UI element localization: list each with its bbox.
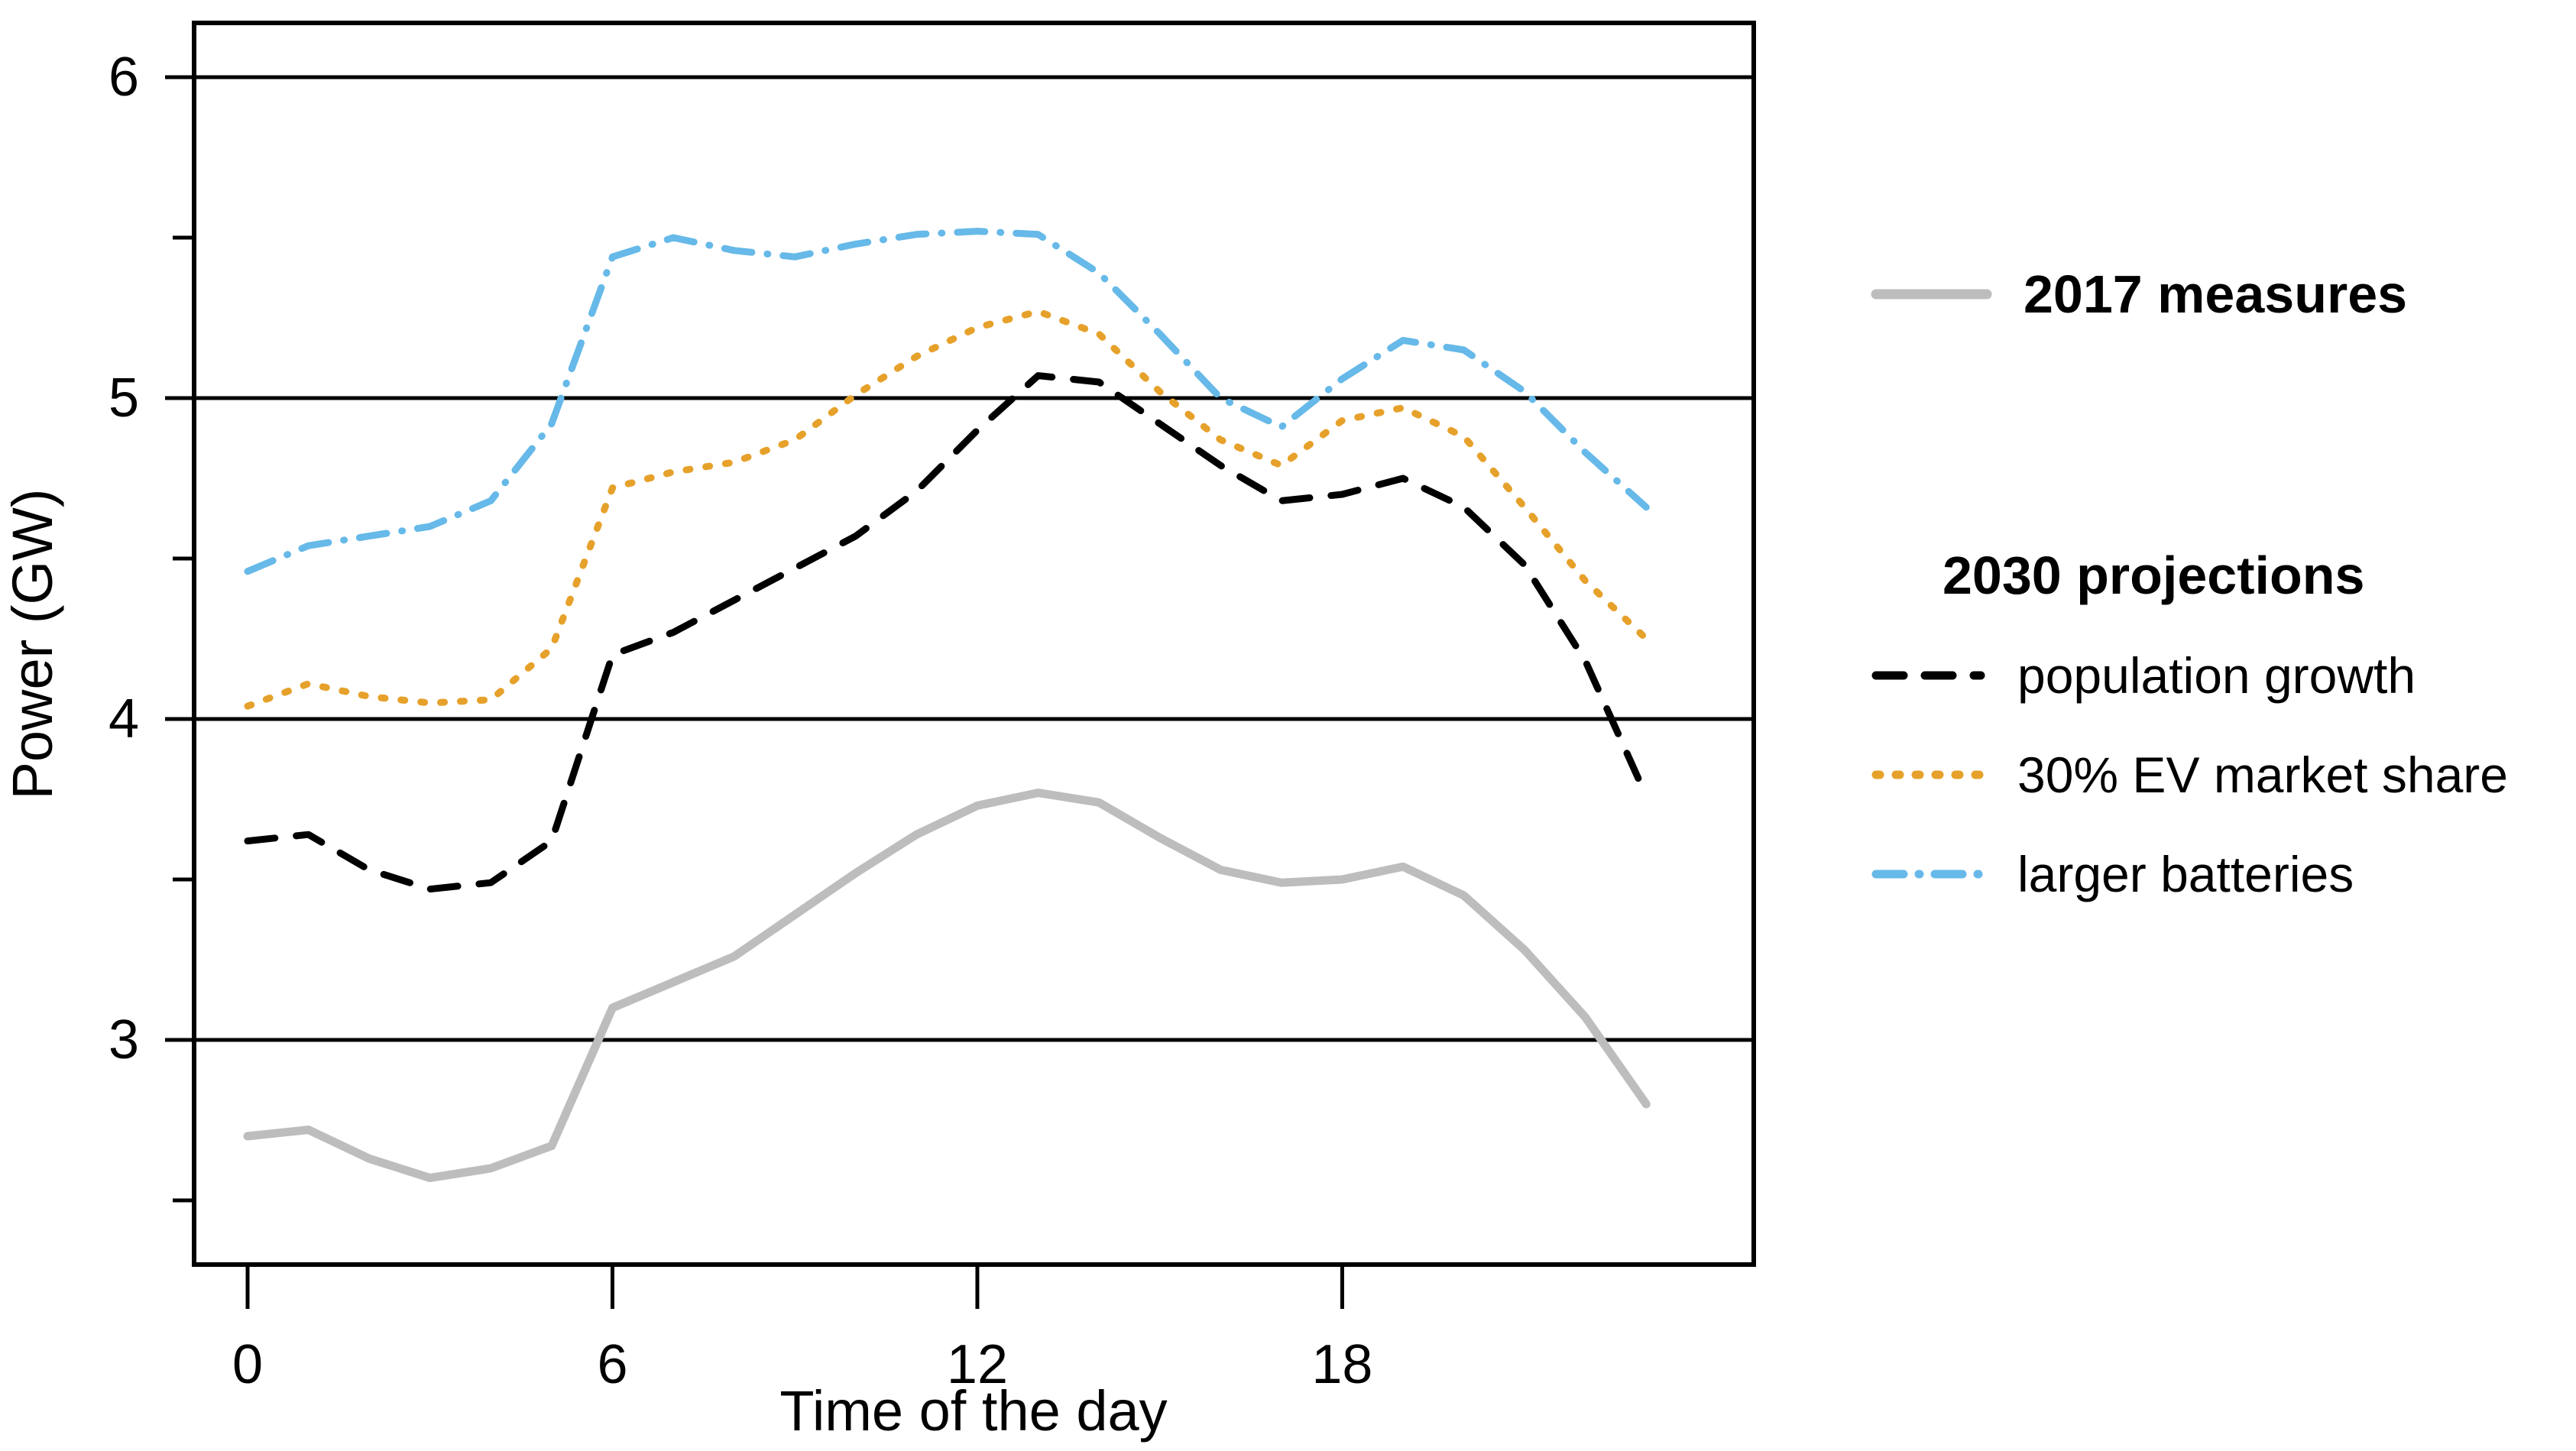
legend-header-2030-projections: 2030 projections <box>1943 546 2364 605</box>
legend-label-2017-measures: 2017 measures <box>2024 264 2407 324</box>
legend-label-population-growth: population growth <box>2017 647 2416 704</box>
axis-ticks <box>165 75 1344 1309</box>
y-tick-label-4: 4 <box>109 688 139 750</box>
x-tick-label-6: 6 <box>597 1334 627 1395</box>
plot-border <box>192 21 1756 1267</box>
legend-label-larger-batteries: larger batteries <box>2017 846 2354 902</box>
y-axis-title: Power (GW) <box>1 489 64 800</box>
x-tick-label-12: 12 <box>947 1334 1008 1395</box>
y-tick-label-6: 6 <box>109 47 139 108</box>
axis-tick-labels: 3 4 5 6 0 6 12 18 <box>109 47 1373 1395</box>
legend: 2017 measures 2030 projections populatio… <box>1871 264 2508 902</box>
x-tick-label-0: 0 <box>232 1334 263 1395</box>
series-line-2017-measures <box>243 789 1651 1183</box>
legend-label-ev-market-share: 30% EV market share <box>2017 747 2508 803</box>
y-tick-label-5: 5 <box>109 368 139 429</box>
series-line-30-ev-market-share <box>244 308 1650 710</box>
series-line-larger-batteries <box>244 228 1650 575</box>
y-tick-label-3: 3 <box>109 1009 139 1070</box>
series-line-population-growth <box>244 372 1650 893</box>
series-lines <box>243 228 1651 1183</box>
x-tick-label-18: 18 <box>1311 1334 1372 1395</box>
gridlines <box>194 75 1754 1042</box>
x-axis-title: Time of the day <box>779 1379 1167 1443</box>
